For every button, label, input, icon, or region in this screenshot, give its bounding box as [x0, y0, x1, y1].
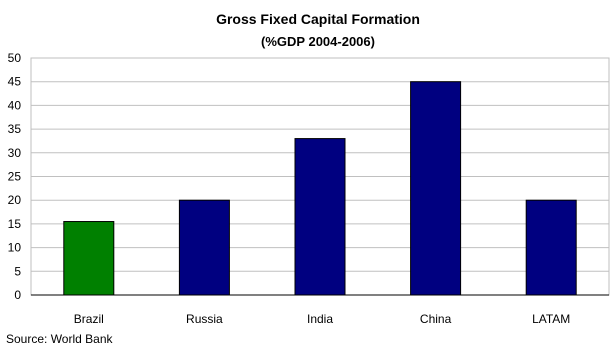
- y-tick-label: 0: [14, 288, 21, 302]
- chart-subtitle: (%GDP 2004-2006): [261, 34, 375, 49]
- y-tick-label: 50: [8, 51, 22, 65]
- y-tick-label: 45: [8, 75, 22, 89]
- x-tick-label: China: [420, 312, 452, 326]
- bar-latam: [525, 199, 577, 296]
- bars: [63, 81, 577, 296]
- x-tick-label: Russia: [186, 312, 223, 326]
- y-tick-label: 40: [8, 98, 22, 112]
- chart-title: Gross Fixed Capital Formation: [216, 11, 420, 27]
- source-note: Source: World Bank: [6, 332, 113, 346]
- y-tick-label: 25: [8, 170, 22, 184]
- y-tick-label: 15: [8, 217, 22, 231]
- y-tick-label: 5: [14, 264, 21, 278]
- bar-china: [410, 81, 462, 296]
- x-axis-labels: Brazil Russia India China LATAM: [74, 312, 571, 326]
- y-axis-ticks: 0 5 10 15 20 25 30 35 40 45 50: [8, 51, 22, 302]
- bar-india: [294, 138, 346, 296]
- y-tick-label: 20: [8, 193, 22, 207]
- x-tick-label: India: [307, 312, 333, 326]
- bar-russia: [178, 199, 230, 296]
- y-tick-label: 30: [8, 146, 22, 160]
- y-tick-label: 10: [8, 241, 22, 255]
- y-tick-label: 35: [8, 122, 22, 136]
- x-tick-label: LATAM: [532, 312, 570, 326]
- x-tick-label: Brazil: [74, 312, 104, 326]
- bar-brazil: [63, 221, 115, 296]
